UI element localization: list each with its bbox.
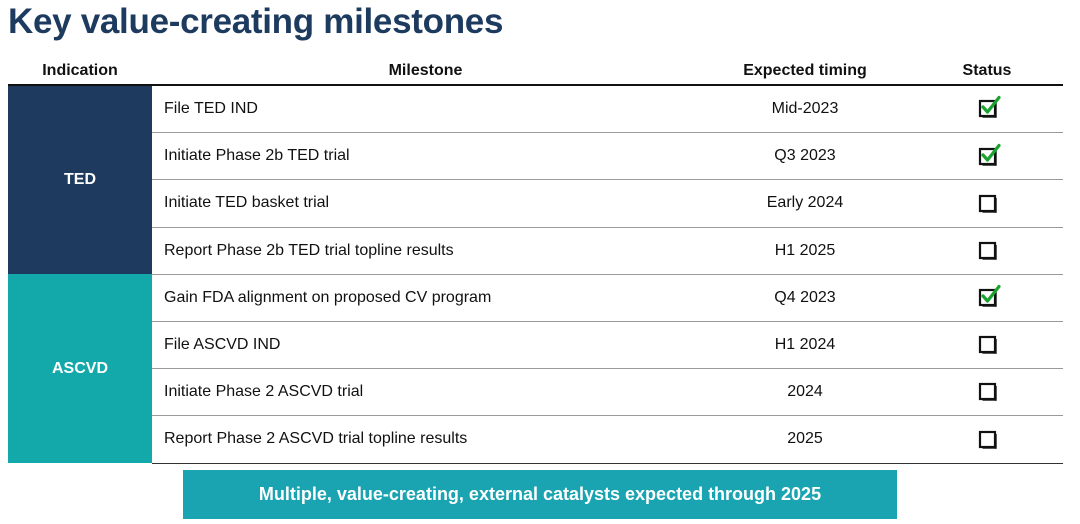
empty-checkbox-icon (978, 194, 997, 213)
timing-cell: Early 2024 (699, 179, 911, 228)
checked-box-icon (978, 285, 1001, 307)
milestone-cell: File ASCVD IND (152, 321, 699, 370)
status-cell (911, 415, 1063, 464)
empty-checkbox-icon (978, 383, 997, 402)
checked-box-icon (978, 143, 1001, 166)
table-row: File ASCVD IND H1 2024 (8, 321, 1063, 370)
table-row: ASCVD Gain FDA alignment on proposed CV p… (8, 274, 1063, 463)
empty-checkbox-icon (978, 430, 997, 449)
timing-cell: H1 2024 (699, 321, 911, 370)
milestone-cell: Report Phase 2b TED trial topline result… (152, 227, 699, 275)
timing-cell: Q4 2023 (699, 274, 911, 322)
milestone-cell: Initiate Phase 2b TED trial (152, 132, 699, 181)
checked-box-icon (978, 96, 1001, 119)
timing-cell: Q3 2023 (699, 132, 911, 181)
milestone-cell: Initiate TED basket trial (152, 179, 699, 228)
milestone-cell: Gain FDA alignment on proposed CV progra… (152, 274, 699, 322)
timing-cell: H1 2025 (699, 227, 911, 275)
status-cell (911, 321, 1063, 370)
timing-cell: 2024 (699, 368, 911, 417)
milestones-body: TED File TED IND Mid-2023 Initiate Phase 2b… (8, 85, 1063, 464)
status-cell (911, 85, 1063, 134)
status-cell (911, 274, 1063, 322)
milestone-cell: Report Phase 2 ASCVD trial topline resul… (152, 415, 699, 464)
timing-cell: 2025 (699, 415, 911, 464)
header-indication: Indication (8, 58, 152, 86)
page-title: Key value-creating milestones (8, 2, 504, 41)
status-cell (911, 132, 1063, 181)
status-cell (911, 368, 1063, 417)
table-row: Initiate Phase 2b TED trial Q3 2023 (8, 132, 1063, 181)
indication-ted: TED (8, 85, 152, 275)
table-row: TED File TED IND Mid-2023 (8, 85, 1063, 275)
milestones-table: Indication Milestone Expected timing Sta… (8, 58, 1063, 464)
timing-cell: Mid-2023 (699, 85, 911, 134)
table-row: Initiate TED basket trial Early 2024 (8, 179, 1063, 228)
status-cell (911, 227, 1063, 275)
milestone-cell: Initiate Phase 2 ASCVD trial (152, 368, 699, 417)
table-header-row: Indication Milestone Expected timing Sta… (8, 58, 1063, 86)
empty-checkbox-icon (978, 241, 997, 260)
catalysts-banner: Multiple, value-creating, external catal… (183, 470, 897, 519)
milestone-cell: File TED IND (152, 85, 699, 134)
header-expected-timing: Expected timing (699, 58, 911, 86)
header-status: Status (911, 58, 1063, 86)
table-row: Initiate Phase 2 ASCVD trial 2024 (8, 368, 1063, 417)
table-row: Report Phase 2 ASCVD trial topline resul… (8, 415, 1063, 464)
status-cell (911, 179, 1063, 228)
table-row: Report Phase 2b TED trial topline result… (8, 227, 1063, 275)
empty-checkbox-icon (978, 336, 997, 354)
header-milestone: Milestone (152, 58, 699, 86)
indication-ascvd: ASCVD (8, 274, 152, 463)
